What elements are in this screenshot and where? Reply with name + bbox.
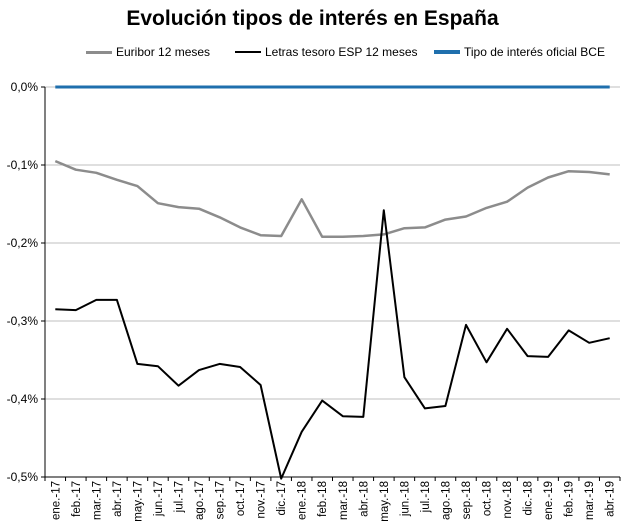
legend-swatch-bce	[434, 50, 460, 54]
x-tick-labels: ene.-17 feb.-17 mar.-17 abr.-17 may.-17 jun.-…	[50, 481, 616, 522]
x-tick-label: jul.-18	[420, 481, 432, 513]
legend-label-euribor: Euribor 12 meses	[116, 45, 211, 59]
x-tick-label: oct.-17	[235, 481, 247, 516]
x-tick-label: jul.-17	[173, 481, 185, 513]
legend-swatch-letras	[235, 51, 261, 53]
x-tick-label: nov.-17	[256, 481, 268, 519]
x-tick-label: jun.-18	[399, 481, 411, 517]
x-tick-label: feb.-19	[564, 481, 576, 517]
y-tick-label: -0,2%	[7, 236, 39, 250]
x-tick-label: abr.-19	[605, 481, 617, 517]
legend-label-bce: Tipo de interés oficial BCE	[464, 45, 605, 59]
x-tick-label: sep.-18	[461, 481, 473, 519]
x-tick-label: ene.-18	[297, 481, 309, 520]
x-tick-label: abr.-17	[112, 481, 124, 517]
legend-item-bce: Tipo de interés oficial BCE	[434, 43, 605, 61]
axes	[41, 86, 621, 481]
x-tick-label: mar.-17	[91, 481, 103, 520]
x-tick-label: ene.-19	[543, 481, 555, 520]
x-tick-label: may.-18	[379, 481, 391, 522]
x-tick-label: may.-17	[132, 481, 144, 522]
x-tick-label: nov.-18	[502, 481, 514, 519]
chart-title: Evolución tipos de interés en España	[126, 7, 499, 30]
y-tick-label: -0,1%	[7, 158, 39, 172]
x-tick-label: feb.-17	[71, 481, 83, 517]
y-tick-label: -0,4%	[7, 392, 39, 406]
legend-label-letras: Letras tesoro ESP 12 meses	[265, 45, 418, 59]
x-tick-label: sep.-17	[215, 481, 227, 519]
x-tick-label: oct.-18	[482, 481, 494, 516]
x-tick-label: ene.-17	[50, 481, 62, 520]
y-tick-labels: 0,0% -0,1% -0,2% -0,3% -0,4% -0,5%	[7, 80, 39, 484]
y-tick-label: -0,5%	[7, 470, 39, 484]
x-tick-label: feb.-18	[317, 481, 329, 517]
x-tick-label: dic.-17	[276, 481, 288, 516]
x-tick-label: abr.-18	[358, 481, 370, 517]
x-tick-label: ago.-17	[194, 481, 206, 520]
x-tick-label: jun.-17	[153, 481, 165, 517]
legend-swatch-euribor	[86, 50, 112, 54]
x-tick-label: mar.-19	[584, 481, 596, 520]
legend: Euribor 12 meses Letras tesoro ESP 12 me…	[0, 43, 625, 61]
series-lines	[54, 85, 610, 480]
gridlines	[45, 86, 620, 478]
y-tick-label: -0,3%	[7, 314, 39, 328]
series-line-letras-tesoro	[55, 209, 610, 480]
x-tick-label: mar.-18	[338, 481, 350, 520]
legend-item-letras: Letras tesoro ESP 12 meses	[235, 43, 418, 61]
y-tick-label: 0,0%	[11, 80, 39, 94]
x-tick-label: ago.-18	[440, 481, 452, 520]
x-tick-label: dic.-18	[523, 481, 535, 516]
legend-item-euribor: Euribor 12 meses	[86, 43, 210, 61]
series-line-euribor	[54, 159, 610, 239]
